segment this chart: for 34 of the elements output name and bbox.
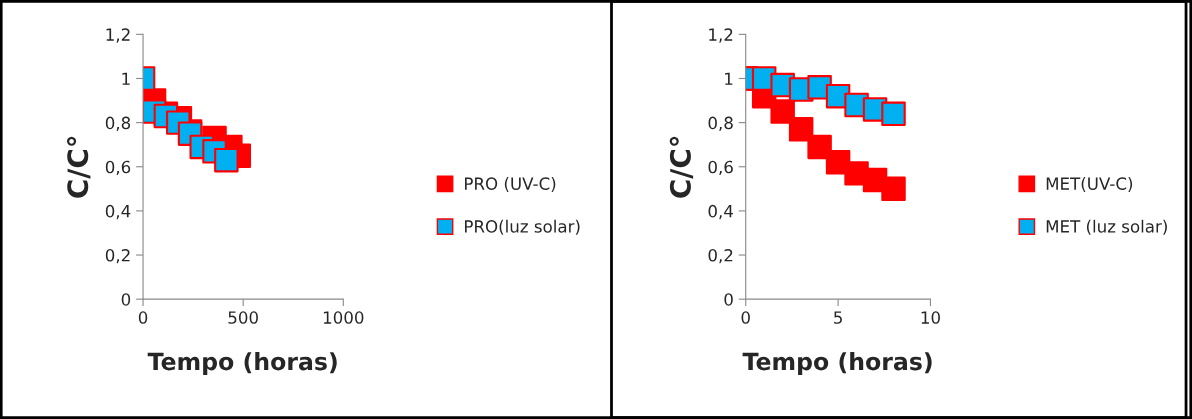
point — [214, 147, 239, 173]
x-axis-title: Tempo (horas) — [147, 352, 337, 375]
point — [807, 134, 832, 160]
y-tick-label: 0,8 — [105, 116, 131, 131]
x-tick-label: 500 — [228, 311, 258, 324]
y-axis-title: C/C° — [67, 136, 91, 198]
y-tick-label: 0 — [121, 293, 131, 306]
y-tick-label: 0,4 — [708, 204, 733, 220]
legend-label: PRO(luz solar) — [465, 219, 580, 235]
legend-label: PRO (UV-C) — [465, 177, 556, 192]
y-tick-label: 1 — [725, 72, 733, 85]
x-tick-label: 0 — [741, 311, 750, 324]
y-tick-label: 0,2 — [708, 248, 733, 264]
x-tick-label: 0 — [138, 311, 148, 324]
y-tick-label: 0,2 — [105, 248, 130, 264]
legend-label: MET(UV-C) — [1046, 177, 1133, 192]
y-tick-label: 0 — [724, 293, 733, 306]
y-axis-title: C/C° — [669, 136, 694, 198]
y-tick-label: 1 — [122, 72, 130, 85]
y-tick-label: 1,2 — [709, 28, 733, 43]
x-axis-title: Tempo (horas) — [742, 352, 932, 375]
point — [788, 117, 814, 142]
point — [770, 99, 795, 124]
y-tick-label: 0,8 — [708, 116, 733, 131]
y-tick-label: 1,2 — [106, 28, 130, 43]
x-tick-label: 5 — [834, 311, 842, 324]
point — [881, 101, 906, 127]
y-tick-label: 0,4 — [105, 204, 131, 220]
y-tick-label: 0,6 — [708, 160, 733, 176]
point — [881, 176, 906, 202]
x-tick-label: 10 — [921, 311, 940, 324]
legend-label: MET (luz solar) — [1046, 219, 1167, 235]
y-tick-label: 0,6 — [105, 160, 131, 176]
x-tick-label: 1000 — [323, 311, 364, 324]
